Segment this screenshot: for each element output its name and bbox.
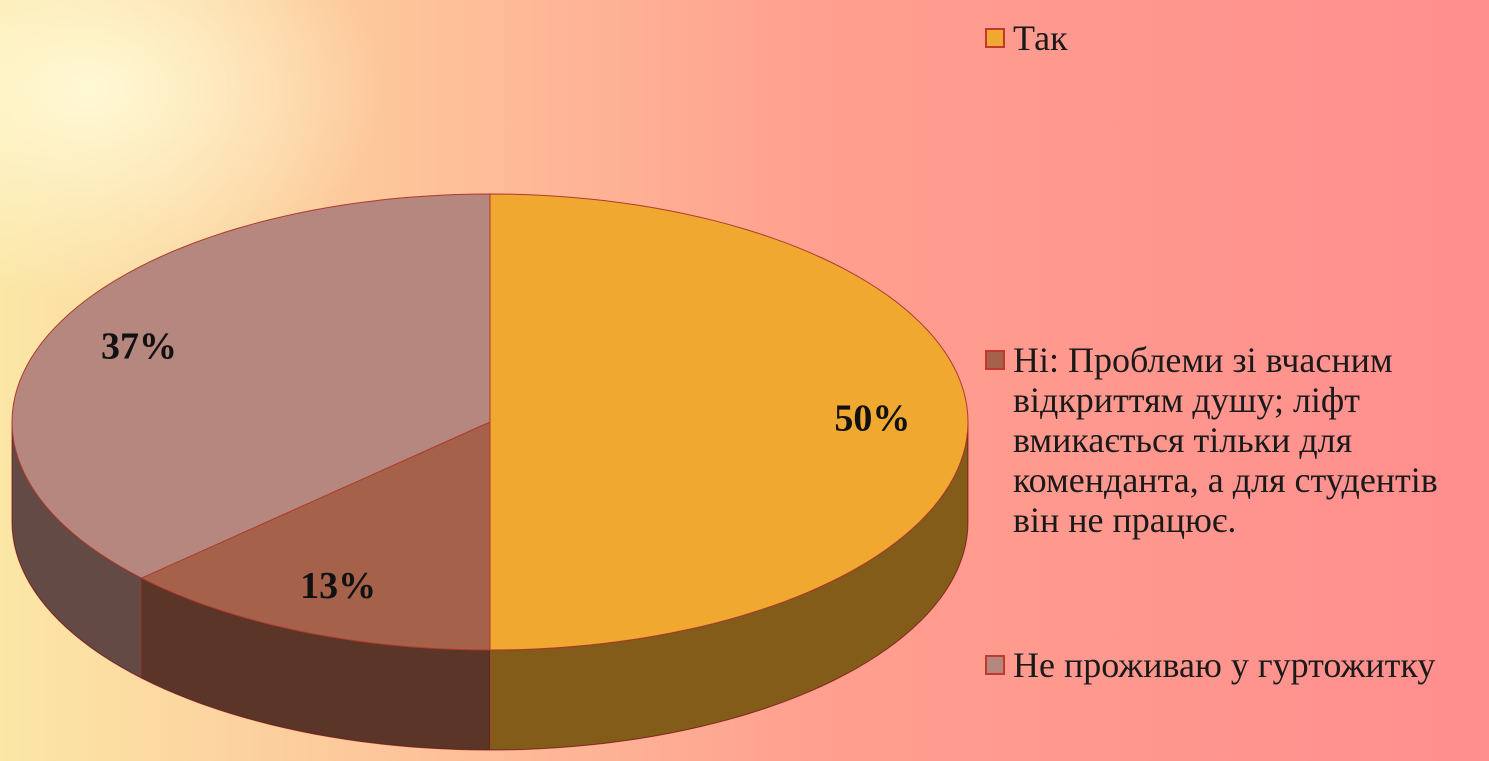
data-label: 13% [300,565,376,607]
slice [11,193,491,579]
data-label: 50% [834,398,910,440]
legend-label: Не проживаю у гуртожитку [1013,645,1436,685]
legend-item: Не проживаю у гуртожитку [985,645,1473,685]
legend-swatch [985,28,1005,48]
slice [140,421,491,651]
legend-label: Так [1013,18,1068,58]
slice-side-shade [12,422,142,679]
legend-swatch [985,350,1005,370]
legend-swatch [985,655,1005,675]
legend-item: Так [985,18,1473,58]
slice-side-shade [490,422,968,750]
slice [489,193,969,651]
legend-label: Ні: Проблеми зі вчасним відкриттям душу;… [1013,340,1438,540]
data-label: 37% [101,325,177,367]
legend: Так Ні: Проблеми зі вчасним відкриттям ду… [985,0,1485,761]
slice-side-shade [141,578,491,750]
legend-item: Ні: Проблеми зі вчасним відкриттям душу;… [985,340,1473,540]
